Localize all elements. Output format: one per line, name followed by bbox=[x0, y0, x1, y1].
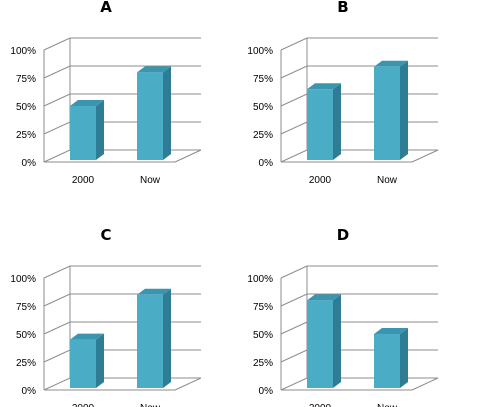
gridline bbox=[280, 321, 438, 335]
chart-panel-d: D 0% 25% 50% 75% 100% 2000 Now bbox=[247, 226, 439, 407]
bar-side bbox=[400, 60, 408, 160]
bar-front bbox=[70, 339, 96, 388]
bar-top bbox=[374, 60, 408, 67]
bar-side bbox=[400, 328, 408, 388]
bar-top bbox=[137, 288, 171, 295]
gridline bbox=[280, 65, 438, 79]
bar-top bbox=[70, 333, 104, 340]
chart-panel-a: A 0% 25% 50% 75% 100% 2000 Now bbox=[10, 0, 202, 186]
chart-title: B bbox=[337, 0, 348, 16]
gridline bbox=[43, 265, 201, 279]
y-tick-label: 50% bbox=[16, 330, 36, 341]
y-tick-label: 50% bbox=[253, 102, 273, 113]
floor-right-edge bbox=[174, 149, 202, 163]
y-tick-label: 75% bbox=[16, 74, 36, 85]
y-tick-label: 50% bbox=[253, 330, 273, 341]
chart-title: A bbox=[100, 0, 112, 16]
x-category-label: 2000 bbox=[309, 175, 332, 186]
y-tick-label: 0% bbox=[22, 158, 37, 169]
gridline bbox=[43, 65, 201, 79]
gridline bbox=[43, 121, 201, 135]
bar-front bbox=[374, 66, 400, 160]
x-category-label: Now bbox=[140, 175, 161, 186]
gridline bbox=[43, 349, 201, 363]
floor-right-edge bbox=[411, 149, 439, 163]
y-tick-label: 100% bbox=[247, 274, 273, 285]
bar-side bbox=[96, 100, 104, 160]
bar-front bbox=[70, 106, 96, 160]
gridline bbox=[43, 37, 201, 51]
y-tick-label: 25% bbox=[16, 358, 36, 369]
y-tick-label: 75% bbox=[253, 302, 273, 313]
bar-now bbox=[374, 328, 408, 388]
x-category-label: 2000 bbox=[72, 175, 95, 186]
x-category-label: Now bbox=[377, 403, 398, 407]
bar-side bbox=[96, 333, 104, 388]
bar-front bbox=[307, 89, 333, 160]
gridline bbox=[280, 37, 438, 51]
gridline bbox=[280, 149, 438, 163]
chart-panel-b: B 0% 25% 50% 75% 100% 2000 Now bbox=[247, 0, 439, 186]
gridline bbox=[280, 349, 438, 363]
bar-front bbox=[137, 294, 163, 388]
chart-title: D bbox=[337, 226, 349, 244]
gridline bbox=[280, 265, 438, 279]
floor-right-edge bbox=[411, 377, 439, 391]
chart-panel-c: C 0% 25% 50% 75% 100% 2000 Now bbox=[10, 226, 202, 407]
x-category-label: 2000 bbox=[72, 403, 95, 407]
bar-side bbox=[333, 294, 341, 388]
gridline bbox=[280, 121, 438, 135]
chart-title: C bbox=[100, 226, 111, 244]
bar-top bbox=[307, 83, 341, 90]
bar-top bbox=[70, 100, 104, 106]
gridline bbox=[43, 321, 201, 335]
y-tick-label: 75% bbox=[16, 302, 36, 313]
y-tick-label: 0% bbox=[259, 158, 274, 169]
bar-2000 bbox=[307, 83, 341, 160]
y-tick-label: 100% bbox=[10, 274, 36, 285]
x-category-label: Now bbox=[377, 175, 398, 186]
x-category-label: 2000 bbox=[309, 403, 332, 407]
bar-front bbox=[137, 72, 163, 160]
y-tick-label: 0% bbox=[22, 386, 37, 397]
bar-front bbox=[374, 334, 400, 388]
floor-right-edge bbox=[174, 377, 202, 391]
bar-top bbox=[374, 328, 408, 334]
y-tick-label: 25% bbox=[253, 358, 273, 369]
gridline bbox=[43, 149, 201, 163]
bar-2000 bbox=[70, 100, 104, 160]
gridline bbox=[43, 293, 201, 307]
bar-side bbox=[163, 288, 171, 388]
bar-2000 bbox=[70, 333, 104, 388]
gridline bbox=[43, 377, 201, 391]
y-tick-label: 25% bbox=[16, 130, 36, 141]
y-tick-label: 50% bbox=[16, 102, 36, 113]
bar-now bbox=[374, 60, 408, 160]
gridline bbox=[280, 377, 438, 391]
bar-now bbox=[137, 288, 171, 388]
gridline bbox=[280, 93, 438, 107]
bar-now bbox=[137, 66, 171, 160]
bar-top bbox=[307, 294, 341, 301]
bar-top bbox=[137, 66, 171, 73]
y-tick-label: 25% bbox=[253, 130, 273, 141]
bar-side bbox=[163, 66, 171, 160]
gridline bbox=[43, 93, 201, 107]
bar-front bbox=[307, 300, 333, 388]
bar-2000 bbox=[307, 294, 341, 388]
x-category-label: Now bbox=[140, 403, 161, 407]
y-tick-label: 100% bbox=[247, 46, 273, 57]
bar-side bbox=[333, 83, 341, 160]
gridline bbox=[280, 293, 438, 307]
y-tick-label: 100% bbox=[10, 46, 36, 57]
y-tick-label: 75% bbox=[253, 74, 273, 85]
y-tick-label: 0% bbox=[259, 386, 274, 397]
